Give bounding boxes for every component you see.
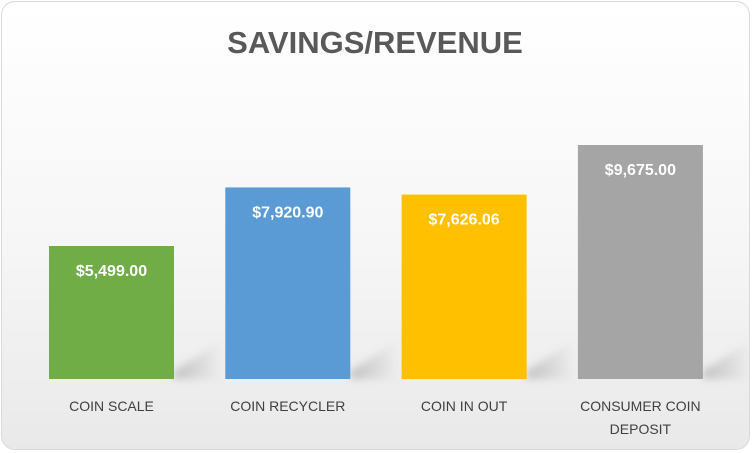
chart-title: SAVINGS/REVENUE (227, 25, 523, 60)
bar-shadows (174, 341, 749, 379)
bar-shadow (702, 342, 749, 379)
data-labels: $5,499.00 $7,920.90 $7,626.06 $9,675.00 (76, 162, 676, 280)
category-label: CONSUMER COIN (580, 398, 701, 414)
category-label: COIN IN OUT (421, 398, 508, 414)
bar (577, 145, 703, 379)
bar (49, 246, 174, 379)
data-label: $9,675.00 (605, 162, 676, 179)
bar-shadow (526, 341, 575, 379)
category-label: DEPOSIT (610, 421, 672, 437)
data-label: $5,499.00 (76, 263, 147, 280)
bar (225, 187, 351, 379)
category-label: COIN SCALE (69, 398, 154, 414)
data-label: $7,626.06 (429, 212, 500, 229)
category-labels: COIN SCALE COIN RECYCLER COIN IN OUT CONSUM… (69, 398, 701, 437)
category-label: COIN RECYCLER (230, 398, 345, 414)
bar-shadow (350, 341, 399, 379)
bar-shadow (174, 341, 222, 379)
data-label: $7,920.90 (252, 204, 323, 221)
bars (49, 145, 703, 379)
bar (401, 194, 527, 379)
